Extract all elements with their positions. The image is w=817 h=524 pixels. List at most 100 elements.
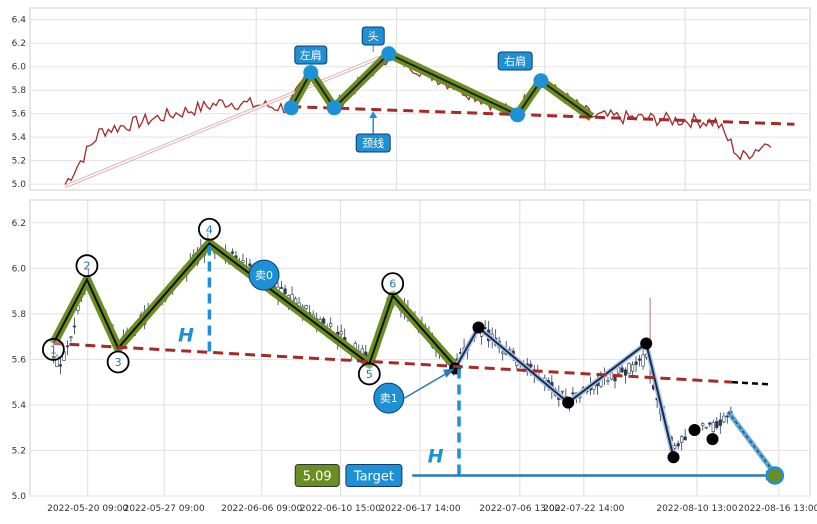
candle-body: [676, 443, 680, 447]
after-point-marker: [640, 337, 653, 350]
wave-point-circle: [42, 338, 65, 361]
candle-body: [701, 423, 705, 426]
price-line: [64, 52, 772, 185]
neckline-arrowhead: [369, 111, 378, 118]
wave-point-circle: [197, 217, 221, 241]
trend-channel-inner: [64, 53, 390, 188]
candle-body: [55, 355, 59, 367]
right-shoulder-label-box: [497, 51, 533, 71]
top-panel-frame: [29, 7, 811, 191]
wave-point-circle: [357, 362, 381, 386]
neckline-label: 颈线: [355, 133, 391, 153]
bottom-y-tick-label: 5.6: [12, 355, 27, 365]
after-point-marker: [472, 321, 485, 334]
pattern-point-marker: [533, 73, 549, 89]
bottom-y-tick-label: 5.4: [12, 401, 27, 411]
target-value-box: [294, 464, 340, 488]
wave-point-label: 1: [50, 343, 57, 356]
candle-body: [58, 364, 63, 367]
candle-body: [69, 336, 73, 339]
candle-body: [722, 415, 726, 423]
candle-body: [634, 361, 638, 365]
wave-point-label: 6: [389, 278, 396, 291]
target-value-text: 5.09: [303, 470, 332, 485]
x-tick-label: 2022-08-10 13:00: [656, 504, 737, 514]
candle-body: [623, 369, 628, 376]
right-shoulder-label: 右肩: [497, 51, 533, 71]
wave-point-label: 4: [206, 223, 213, 236]
candle-body: [339, 331, 343, 335]
candle-body: [529, 363, 533, 368]
after-point-marker: [688, 423, 701, 436]
sell1-label: 卖1: [380, 392, 398, 405]
candle-body: [641, 354, 645, 367]
candle-body: [571, 392, 575, 395]
x-tick-label: 2022-08-16 13:00: [738, 504, 817, 514]
x-tick-label: 2022-06-17 14:00: [379, 504, 460, 514]
head-label: 头: [361, 26, 385, 46]
bottom-y-tick-label: 6.2: [12, 219, 26, 229]
candle-body: [329, 323, 333, 327]
bottom-y-tick-label: 5.8: [12, 310, 27, 320]
candle-body: [241, 260, 245, 263]
target-value-badge: 5.09: [294, 464, 340, 488]
sell1-marker: [373, 382, 405, 414]
bottom-neckline: [53, 341, 733, 384]
sell0-label: 卖0: [255, 269, 273, 282]
candle-body: [609, 372, 614, 380]
after-point-marker: [667, 451, 680, 464]
after-point-marker: [706, 433, 719, 446]
bottom-y-tick-label: 6.0: [12, 264, 27, 274]
candle-body: [65, 345, 70, 348]
wave-point-circle: [106, 350, 130, 374]
x-tick-label: 2022-07-06 13:00: [479, 504, 560, 514]
pattern-point-marker: [510, 107, 525, 123]
top-y-tick-label: 5.8: [12, 86, 27, 96]
candle-body: [683, 436, 687, 441]
height-label-left: H: [178, 325, 194, 347]
height-label-right: H: [428, 445, 444, 467]
head-label-text: 头: [368, 30, 379, 43]
candle-body: [637, 358, 642, 361]
left-shoulder-label-text: 左肩: [300, 48, 322, 62]
wave-point-circle: [381, 272, 405, 296]
candle-body: [560, 390, 564, 393]
wave-point-label: 2: [83, 260, 90, 273]
sell1-pointer: [404, 370, 452, 399]
candle-body: [501, 351, 505, 354]
candle-body: [304, 305, 308, 309]
top-y-tick-label: 6.0: [12, 63, 27, 73]
candle-body: [627, 363, 631, 374]
top-y-tick-label: 6.2: [12, 39, 26, 49]
target-label-badge: Target: [345, 464, 403, 488]
candle-body: [708, 422, 712, 425]
after-point-marker: [562, 396, 575, 409]
sell1-arrowhead: [443, 368, 456, 378]
candle-body: [680, 436, 684, 443]
sell0-marker: [248, 259, 280, 291]
candle-body: [630, 364, 635, 372]
candle-body: [606, 380, 610, 383]
projection-arrow-halo: [726, 410, 773, 471]
x-tick-label: 2022-06-06 09:00: [221, 504, 302, 514]
top-y-tick-label: 5.2: [12, 157, 26, 167]
top-y-tick-label: 5.4: [12, 133, 27, 143]
pattern-point-marker: [326, 100, 342, 116]
wave-point-label: 3: [115, 356, 122, 369]
candle-body: [718, 419, 722, 426]
top-neckline: [291, 105, 795, 126]
left-shoulder-label: 左肩: [294, 45, 328, 65]
pattern-point-marker: [283, 100, 299, 116]
top-y-tick-label: 5.0: [12, 180, 27, 190]
candle-body: [248, 263, 252, 267]
target-label-box: [345, 464, 403, 488]
wave-point-label: 5: [366, 368, 373, 381]
candle-body: [715, 421, 719, 429]
x-tick-label: 2022-05-20 09:00: [47, 504, 128, 514]
candle-body: [230, 251, 235, 254]
neckline-extension: [731, 380, 772, 386]
candle-body: [620, 367, 624, 373]
bottom-y-tick-label: 5.2: [12, 446, 26, 456]
target-label-text: Target: [353, 470, 394, 485]
